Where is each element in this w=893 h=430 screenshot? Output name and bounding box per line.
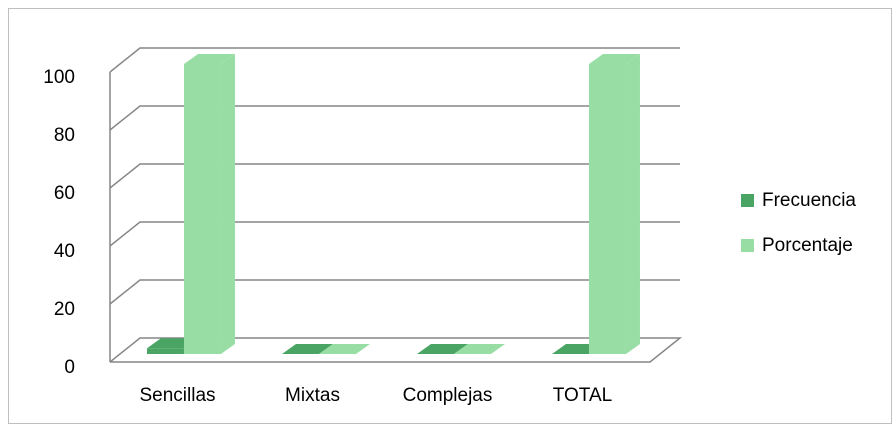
x-tick-label: Sencillas: [139, 385, 215, 406]
bar-face: [453, 344, 505, 354]
x-tick-label: Mixtas: [285, 385, 340, 406]
x-tick-label: TOTAL: [553, 385, 612, 406]
bar-face: [588, 54, 640, 64]
grid-line: [109, 337, 683, 363]
legend-label: Porcentaje: [762, 235, 853, 256]
chart-frame: [8, 8, 892, 424]
bar-face: [146, 348, 184, 354]
y-tick-label: 20: [54, 299, 75, 320]
y-tick-label: 100: [43, 67, 75, 88]
bar: [281, 344, 333, 354]
grid-line: [109, 221, 680, 247]
y-tick-label: 60: [54, 183, 75, 204]
legend-swatch: [741, 194, 754, 207]
bar-face: [183, 64, 221, 354]
bar-face: [625, 54, 640, 354]
bar-face: [318, 344, 370, 354]
bar: [318, 344, 370, 354]
legend-label: Frecuencia: [762, 190, 856, 211]
y-tick-label: 80: [54, 125, 75, 146]
bar-face: [588, 64, 626, 354]
bar-face: [281, 344, 333, 354]
grid-line: [109, 105, 680, 131]
x-tick-label: Complejas: [403, 385, 493, 406]
bar: [416, 344, 468, 354]
bar: [183, 54, 235, 354]
y-tick-label: 0: [64, 357, 75, 378]
bar-face: [416, 344, 468, 354]
y-tick-label: 40: [54, 241, 75, 262]
grid-line: [109, 163, 680, 189]
bar: [453, 344, 505, 354]
grid-line: [109, 279, 680, 305]
bar-face: [183, 54, 235, 64]
legend-swatch: [741, 239, 754, 252]
bar-face: [220, 54, 235, 354]
grid-line: [109, 47, 680, 73]
bar: [588, 54, 640, 354]
